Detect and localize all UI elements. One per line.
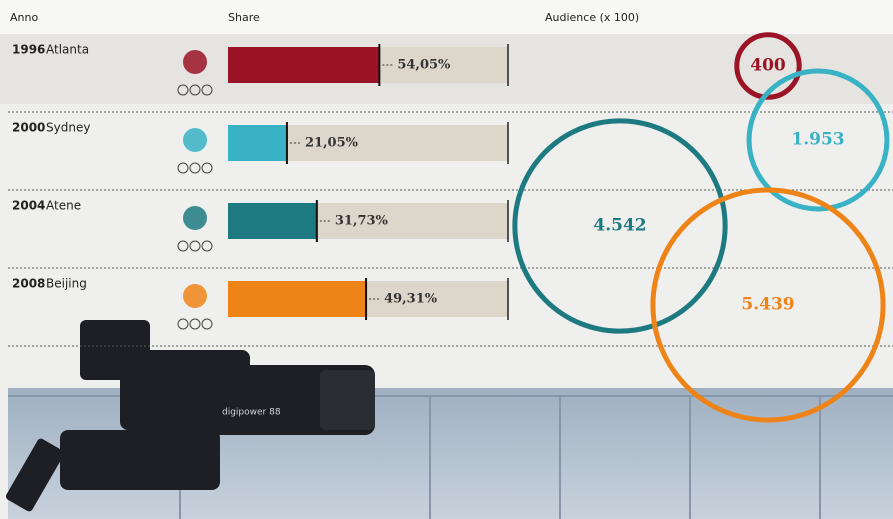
bubble-label: 5.439 xyxy=(741,295,794,315)
year: 2000 xyxy=(12,121,45,135)
bar xyxy=(228,125,287,161)
value-label: 31,73% xyxy=(335,214,389,229)
year: 2008 xyxy=(12,277,45,291)
city: Atlanta xyxy=(46,43,89,57)
value-label: 54,05% xyxy=(397,58,451,73)
bubble-label: 400 xyxy=(750,56,786,76)
bar xyxy=(228,203,317,239)
logo xyxy=(183,284,207,308)
header-band xyxy=(0,0,893,34)
bubble-label: 1.953 xyxy=(791,130,844,150)
year: 1996 xyxy=(12,43,45,57)
value-label: 49,31% xyxy=(384,292,438,307)
bubble-label: 4.542 xyxy=(593,216,646,236)
city: Beijing xyxy=(46,277,87,291)
city: Atene xyxy=(46,199,81,213)
city: Sydney xyxy=(46,121,90,135)
svg-text:digipower 88: digipower 88 xyxy=(222,408,281,418)
infographic: digipower 88 Anno Share Audience (x 100) 19… xyxy=(0,0,893,519)
share-header: Share xyxy=(228,11,260,24)
bar xyxy=(228,281,366,317)
logo xyxy=(183,128,207,152)
year-header: Anno xyxy=(10,11,38,24)
year: 2004 xyxy=(12,199,45,213)
audience-header: Audience (x 100) xyxy=(545,11,639,24)
logo xyxy=(183,50,207,74)
value-label: 21,05% xyxy=(305,136,359,151)
logo xyxy=(183,206,207,230)
bar xyxy=(228,47,379,83)
